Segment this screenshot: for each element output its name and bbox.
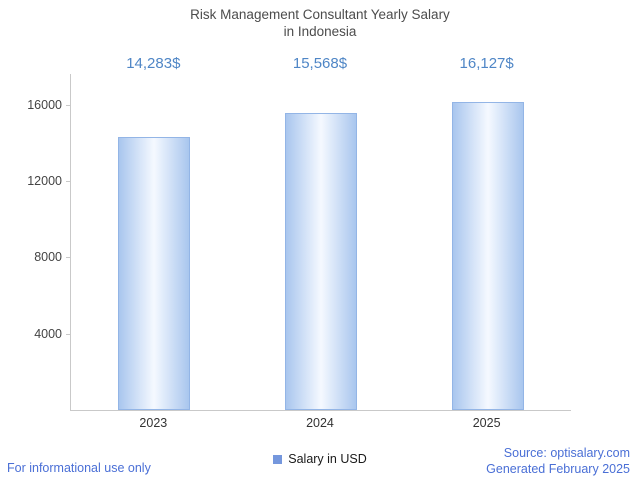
- y-tick-label-16000: 16000: [27, 97, 62, 112]
- bar-2025: [451, 102, 524, 410]
- generated-date: Generated February 2025: [486, 462, 630, 476]
- bar-value-label-2024: 15,568$: [292, 55, 348, 72]
- bar-2024: [284, 112, 357, 410]
- x-label-2024: 2024: [306, 416, 334, 430]
- y-tick-mark: [66, 180, 70, 182]
- chart-legend: Salary in USD: [0, 452, 640, 466]
- source-link[interactable]: Source: optisalary.com: [503, 446, 630, 460]
- y-tick-mark: [66, 104, 70, 106]
- y-tick-mark: [66, 257, 70, 259]
- bars-row: [71, 74, 571, 410]
- y-tick-label-12000: 12000: [27, 173, 62, 188]
- y-tick-label-8000: 8000: [34, 250, 62, 265]
- source-attribution: Source: optisalary.com Generated Februar…: [486, 445, 630, 477]
- y-tick-mark: [66, 333, 70, 335]
- legend-swatch-icon: [273, 454, 283, 464]
- plot-area: [70, 74, 571, 411]
- chart-title-line2: in Indonesia: [283, 24, 357, 39]
- y-tick-label-4000: 4000: [34, 326, 62, 341]
- bar-value-label-2023: 14,283$: [126, 55, 181, 72]
- bar-value-label-2025: 16,127$: [459, 55, 514, 72]
- legend-label: Salary in USD: [288, 452, 367, 466]
- bar-value-labels: 14,283$ 15,568$ 16,127$: [70, 55, 570, 72]
- x-label-2025: 2025: [472, 416, 501, 430]
- chart-title-line1: Risk Management Consultant Yearly Salary: [190, 7, 450, 22]
- x-axis-labels: 2023 2024 2025: [70, 416, 570, 430]
- chart-title: Risk Management Consultant Yearly Salary…: [0, 6, 640, 40]
- disclaimer-text: For informational use only: [7, 461, 151, 475]
- bar-2023: [118, 137, 191, 410]
- x-label-2023: 2023: [139, 416, 168, 430]
